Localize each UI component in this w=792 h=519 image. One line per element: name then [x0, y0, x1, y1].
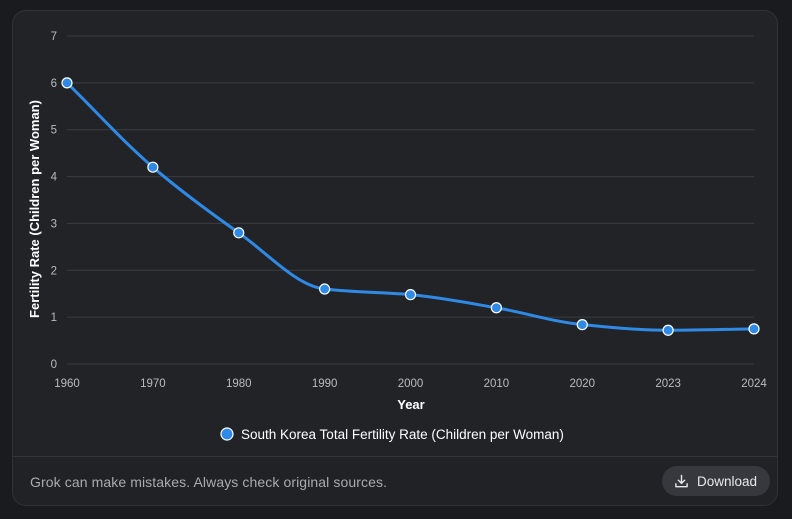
data-point — [404, 289, 417, 301]
x-tick-label: 1970 — [140, 378, 166, 390]
data-point — [576, 319, 588, 331]
legend-label: South Korea Total Fertility Rate (Childr… — [241, 427, 564, 442]
x-tick-label: 2010 — [484, 378, 510, 390]
y-tick-labels: 0 1 2 3 4 5 6 7 — [51, 31, 58, 371]
data-point — [233, 227, 245, 239]
x-tick-labels: 1960 1970 1980 1990 2000 2010 2020 2023 2024 — [54, 378, 767, 390]
download-label: Download — [696, 473, 757, 489]
x-tick-label: 1960 — [54, 378, 80, 390]
y-tick-label: 7 — [51, 31, 57, 43]
y-tick-label: 2 — [51, 265, 57, 277]
x-tick-label: 1990 — [312, 378, 338, 390]
fertility-chart: 0 1 2 3 4 5 6 7 1960 1970 1980 1990 2000 2010 2020 202… — [27, 31, 767, 442]
x-tick-label: 2023 — [655, 378, 681, 390]
download-button[interactable]: Download — [661, 466, 770, 496]
data-point — [490, 302, 502, 314]
y-axis-label: Fertility Rate (Children per Woman) — [27, 100, 42, 318]
y-tick-label: 3 — [51, 218, 57, 230]
y-tick-label: 4 — [51, 172, 58, 184]
y-tick-label: 6 — [51, 78, 57, 90]
y-tick-label: 0 — [51, 359, 57, 371]
x-tick-label: 2024 — [741, 378, 767, 390]
x-axis-label: Year — [397, 397, 424, 412]
x-tick-label: 2020 — [569, 378, 595, 390]
y-tick-label: 1 — [51, 312, 57, 324]
data-points — [61, 77, 760, 336]
x-tick-label: 2000 — [398, 378, 424, 390]
data-point — [319, 283, 331, 295]
gridlines — [67, 35, 754, 365]
legend: South Korea Total Fertility Rate (Childr… — [220, 427, 564, 442]
data-point — [662, 324, 674, 336]
data-point — [61, 77, 73, 89]
footer: Grok can make mistakes. Always check ori… — [13, 456, 777, 505]
y-tick-label: 5 — [51, 125, 57, 137]
data-point — [748, 323, 760, 335]
x-tick-label: 1980 — [226, 378, 252, 390]
legend-marker — [220, 427, 234, 441]
data-point — [147, 161, 159, 173]
download-icon — [675, 474, 688, 487]
disclaimer-text: Grok can make mistakes. Always check ori… — [30, 474, 388, 490]
chart-card: 0 1 2 3 4 5 6 7 1960 1970 1980 1990 2000 2010 2020 202… — [12, 10, 778, 506]
